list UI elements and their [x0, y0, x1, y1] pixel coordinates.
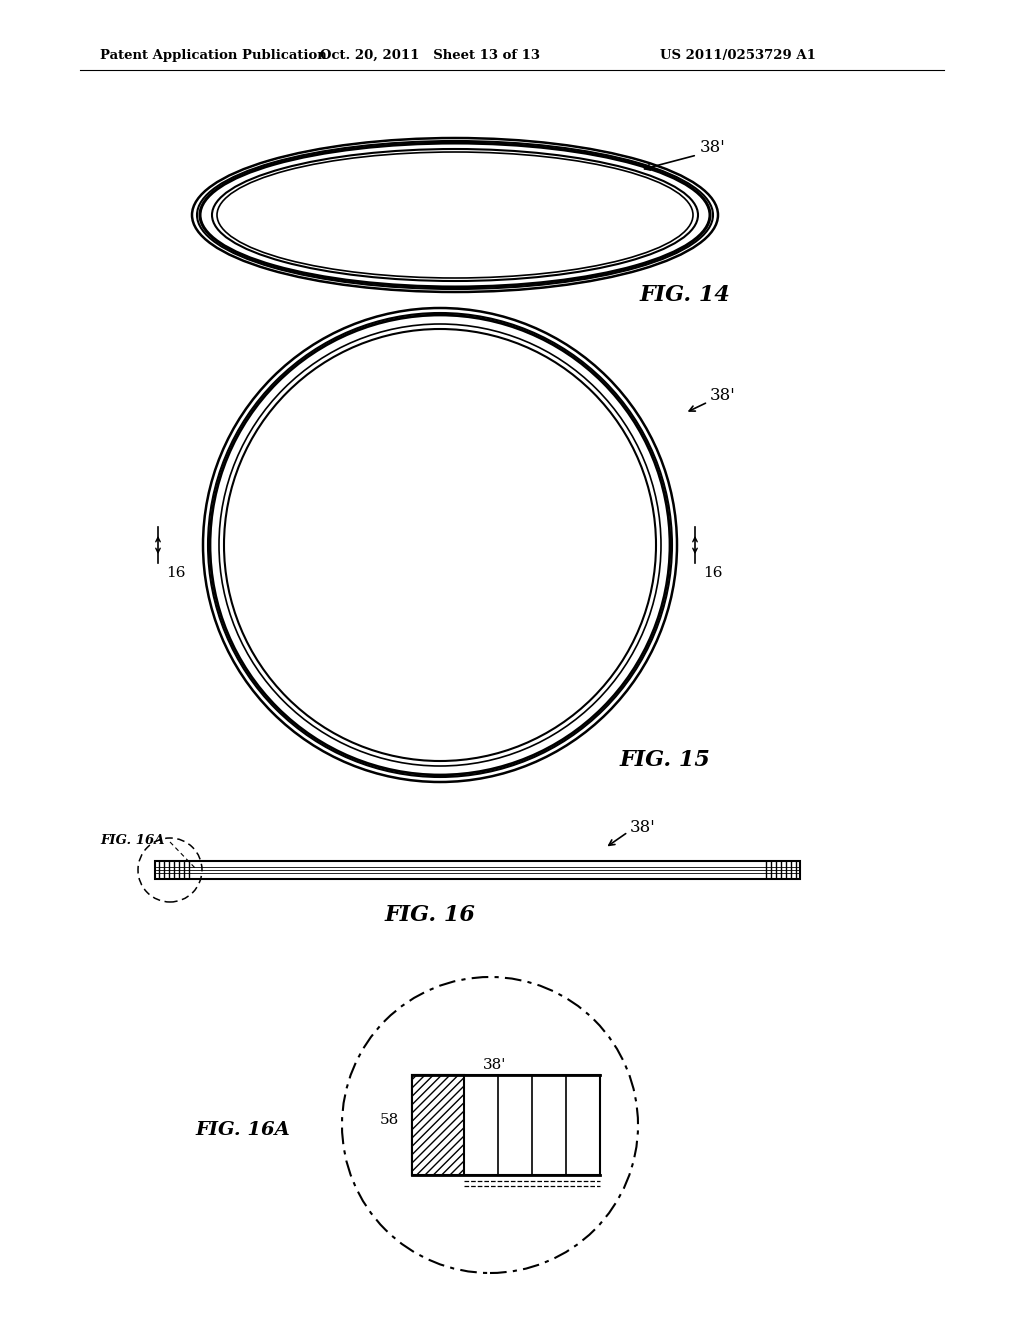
Text: 38': 38' [483, 1059, 507, 1072]
Bar [412, 1074, 600, 1175]
Text: FIG. 14: FIG. 14 [640, 284, 731, 306]
Text: FIG. 16: FIG. 16 [385, 904, 475, 927]
Text: 16: 16 [703, 566, 723, 579]
Text: 38': 38' [700, 140, 726, 157]
Text: Oct. 20, 2011   Sheet 13 of 13: Oct. 20, 2011 Sheet 13 of 13 [319, 49, 540, 62]
Text: US 2011/0253729 A1: US 2011/0253729 A1 [660, 49, 816, 62]
Circle shape [342, 977, 638, 1272]
Text: 38': 38' [630, 820, 655, 837]
Text: FIG. 16A: FIG. 16A [195, 1121, 290, 1139]
Bar [155, 861, 800, 879]
Text: Patent Application Publication: Patent Application Publication [100, 49, 327, 62]
Bar [412, 1074, 464, 1175]
Text: FIG. 16A: FIG. 16A [100, 833, 165, 846]
Text: 58: 58 [380, 1113, 399, 1127]
Text: 38': 38' [710, 387, 736, 404]
Text: 16: 16 [166, 566, 185, 579]
Text: FIG. 15: FIG. 15 [620, 748, 711, 771]
